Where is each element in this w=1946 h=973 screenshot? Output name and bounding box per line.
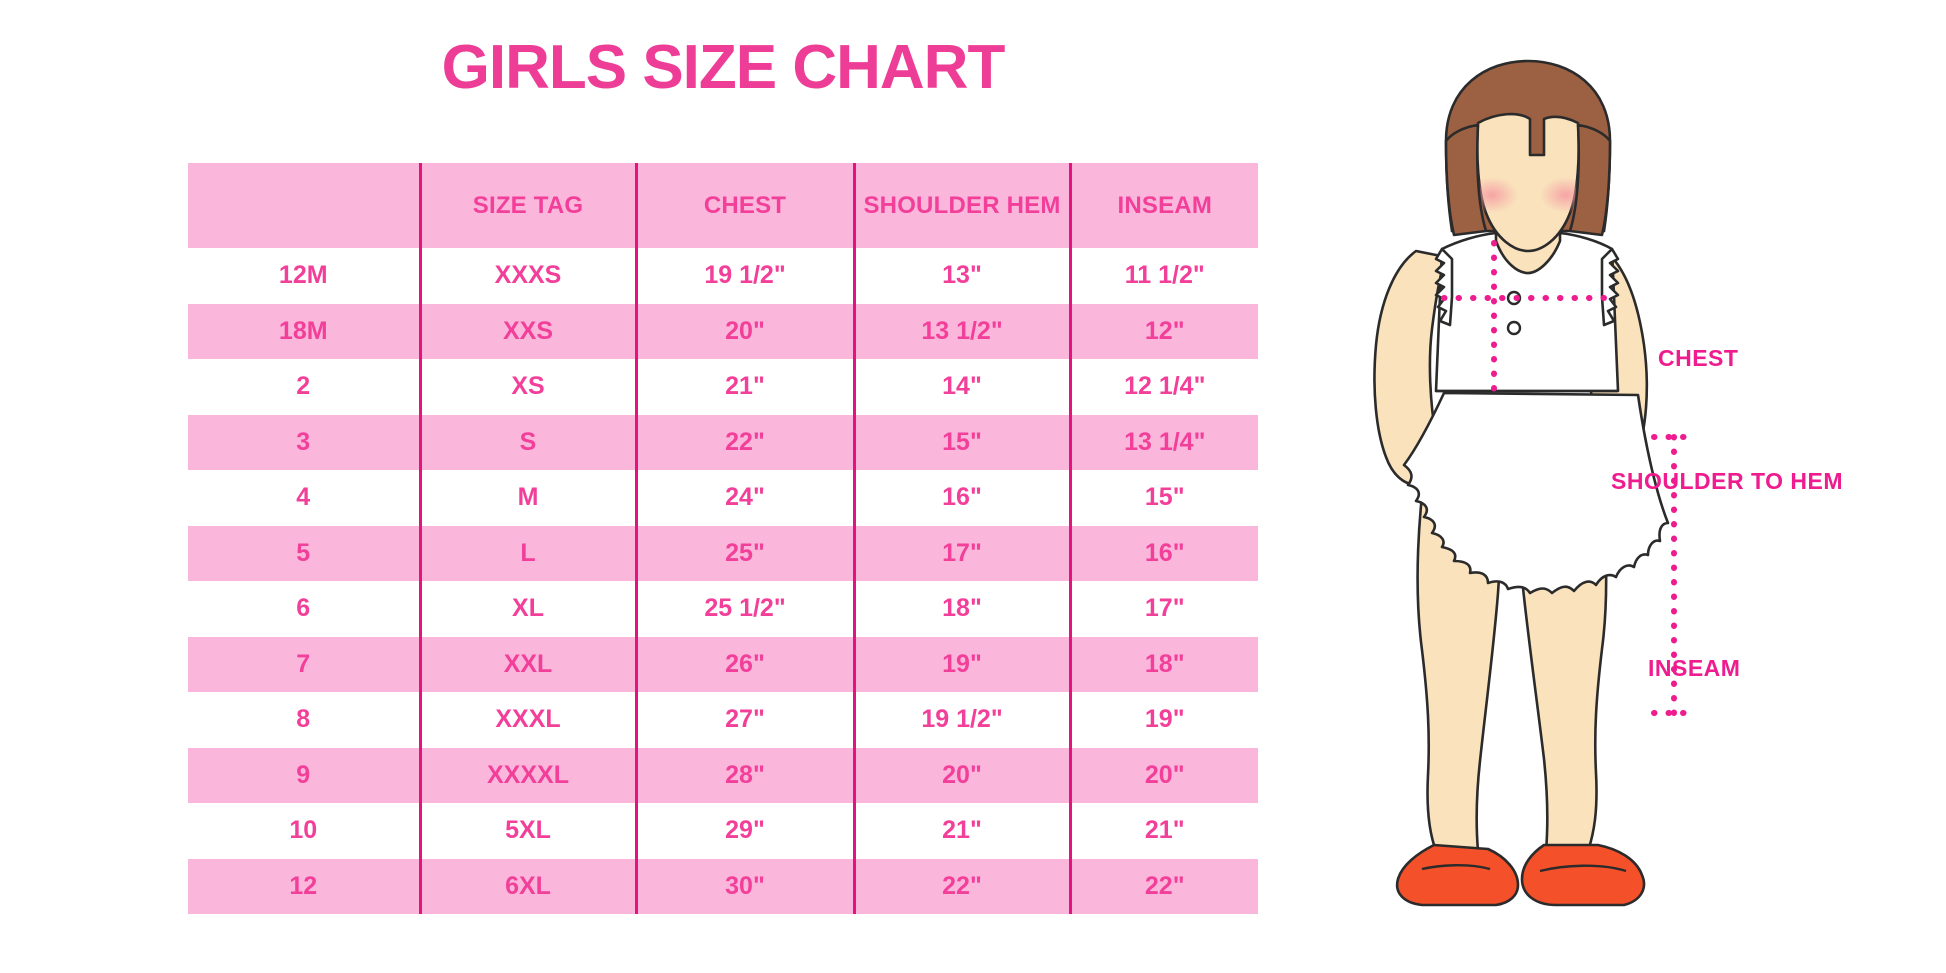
cell-shoulder-hem: 17" xyxy=(854,525,1072,581)
cell-chest: 25" xyxy=(636,525,856,581)
header-row: SIZE TAG CHEST SHOULDER HEM INSEAM xyxy=(188,163,1258,248)
column-header-shoulder-hem: SHOULDER HEM xyxy=(854,163,1072,248)
girl-figure-illustration xyxy=(1318,45,1738,945)
page-title: GIRLS SIZE CHART xyxy=(441,33,1006,102)
measurement-lines xyxy=(1441,240,1693,716)
cell-size: 8 xyxy=(188,692,422,748)
cell-size-tag: 6XL xyxy=(420,858,638,914)
cell-chest: 21" xyxy=(636,359,856,415)
table-row: 4 M 24" 16" 15" xyxy=(188,470,1258,526)
cell-chest: 27" xyxy=(636,692,856,748)
label-shoulder-to-hem: SHOULDER TO HEM xyxy=(1611,468,1843,494)
cell-chest: 22" xyxy=(636,414,856,470)
cell-chest: 30" xyxy=(636,858,856,914)
cell-inseam: 13 1/4" xyxy=(1070,414,1258,470)
head xyxy=(1444,59,1612,253)
table-row: 3 S 22" 15" 13 1/4" xyxy=(188,414,1258,470)
cell-chest: 19 1/2" xyxy=(636,248,856,304)
size-table: SIZE TAG CHEST SHOULDER HEM INSEAM 12M XX… xyxy=(188,163,1258,914)
column-header-inseam: INSEAM xyxy=(1070,163,1258,248)
column-header-chest: CHEST xyxy=(636,163,856,248)
cell-size-tag: M xyxy=(420,470,638,526)
cell-size: 18M xyxy=(188,303,422,359)
cell-inseam: 21" xyxy=(1070,803,1258,859)
cell-size-tag: XL xyxy=(420,581,638,637)
label-chest: CHEST xyxy=(1658,345,1739,371)
cell-size-tag: XXS xyxy=(420,303,638,359)
cell-size: 6 xyxy=(188,581,422,637)
cell-inseam: 16" xyxy=(1070,525,1258,581)
table-row: 5 L 25" 17" 16" xyxy=(188,525,1258,581)
cell-size: 10 xyxy=(188,803,422,859)
cell-shoulder-hem: 15" xyxy=(854,414,1072,470)
cell-size-tag: XXL xyxy=(420,636,638,692)
cell-size-tag: 5XL xyxy=(420,803,638,859)
cell-chest: 28" xyxy=(636,747,856,803)
cell-size-tag: XXXS xyxy=(420,248,638,304)
cell-size: 9 xyxy=(188,747,422,803)
cell-size: 5 xyxy=(188,525,422,581)
table-row: 12M XXXS 19 1/2" 13" 11 1/2" xyxy=(188,248,1258,304)
cell-inseam: 19" xyxy=(1070,692,1258,748)
cell-size-tag: XXXL xyxy=(420,692,638,748)
cell-chest: 25 1/2" xyxy=(636,581,856,637)
cell-inseam: 18" xyxy=(1070,636,1258,692)
table-row: 12 6XL 30" 22" 22" xyxy=(188,858,1258,914)
cell-inseam: 17" xyxy=(1070,581,1258,637)
table-row: 10 5XL 29" 21" 21" xyxy=(188,803,1258,859)
cell-size-tag: L xyxy=(420,525,638,581)
cell-inseam: 15" xyxy=(1070,470,1258,526)
cell-shoulder-hem: 22" xyxy=(854,858,1072,914)
cell-inseam: 22" xyxy=(1070,858,1258,914)
column-header-size-tag: SIZE TAG xyxy=(420,163,638,248)
table-row: 6 XL 25 1/2" 18" 17" xyxy=(188,581,1258,637)
cell-inseam: 12" xyxy=(1070,303,1258,359)
cell-size: 4 xyxy=(188,470,422,526)
cell-shoulder-hem: 19" xyxy=(854,636,1072,692)
cell-shoulder-hem: 16" xyxy=(854,470,1072,526)
column-header-size xyxy=(188,163,422,248)
cell-size-tag: XXXXL xyxy=(420,747,638,803)
cell-shoulder-hem: 21" xyxy=(854,803,1072,859)
table-body: 12M XXXS 19 1/2" 13" 11 1/2" 18M XXS 20" 13 1/2"… xyxy=(188,248,1258,914)
table-header: SIZE TAG CHEST SHOULDER HEM INSEAM xyxy=(188,163,1258,248)
label-inseam: INSEAM xyxy=(1648,655,1741,681)
table-row: 7 XXL 26" 19" 18" xyxy=(188,636,1258,692)
cell-size: 12M xyxy=(188,248,422,304)
cell-inseam: 11 1/2" xyxy=(1070,248,1258,304)
cell-shoulder-hem: 13 1/2" xyxy=(854,303,1072,359)
cell-shoulder-hem: 18" xyxy=(854,581,1072,637)
cell-shoulder-hem: 19 1/2" xyxy=(854,692,1072,748)
cell-size: 12 xyxy=(188,858,422,914)
cell-size: 2 xyxy=(188,359,422,415)
shoes xyxy=(1395,843,1646,907)
table-row: 8 XXXL 27" 19 1/2" 19" xyxy=(188,692,1258,748)
table-row: 2 XS 21" 14" 12 1/4" xyxy=(188,359,1258,415)
size-table-container: SIZE TAG CHEST SHOULDER HEM INSEAM 12M XX… xyxy=(188,163,1258,916)
cell-inseam: 12 1/4" xyxy=(1070,359,1258,415)
cell-chest: 24" xyxy=(636,470,856,526)
cell-size: 3 xyxy=(188,414,422,470)
cell-chest: 26" xyxy=(636,636,856,692)
skirt xyxy=(1402,391,1670,595)
cell-size-tag: S xyxy=(420,414,638,470)
cell-chest: 29" xyxy=(636,803,856,859)
table-row: 18M XXS 20" 13 1/2" 12" xyxy=(188,303,1258,359)
cell-shoulder-hem: 13" xyxy=(854,248,1072,304)
cell-chest: 20" xyxy=(636,303,856,359)
table-row: 9 XXXXL 28" 20" 20" xyxy=(188,747,1258,803)
cell-shoulder-hem: 20" xyxy=(854,747,1072,803)
cell-shoulder-hem: 14" xyxy=(854,359,1072,415)
cell-size: 7 xyxy=(188,636,422,692)
cell-size-tag: XS xyxy=(420,359,638,415)
cell-inseam: 20" xyxy=(1070,747,1258,803)
